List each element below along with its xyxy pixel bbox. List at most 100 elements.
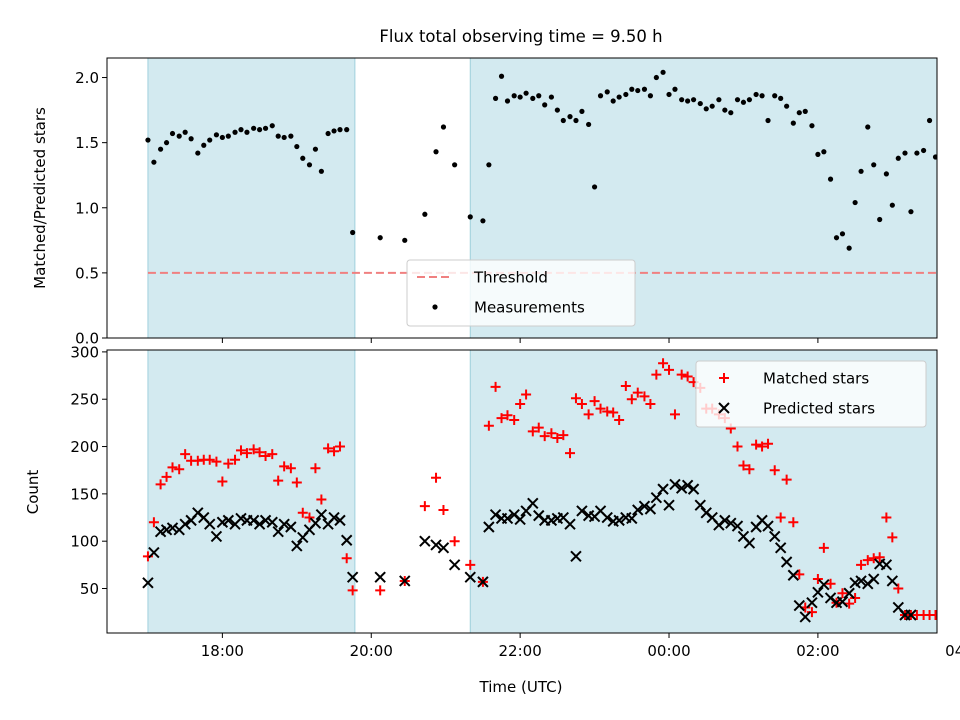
predicted-star-point — [626, 512, 638, 525]
matched-star-point — [527, 426, 538, 437]
matched-star-point — [614, 415, 625, 426]
y-tick-label: 150 — [70, 485, 99, 503]
predicted-star-point — [601, 511, 613, 524]
predicted-star-point — [346, 571, 359, 583]
legend-box — [406, 259, 636, 327]
measurement-point — [852, 199, 858, 206]
predicted-star-point — [687, 483, 700, 495]
matched-star-point — [211, 456, 222, 467]
matched-star-point — [254, 447, 265, 458]
measurement-point — [932, 154, 937, 160]
measurement-point — [492, 95, 499, 101]
matched-star-point — [267, 449, 278, 460]
measurement-point — [337, 127, 343, 133]
matched-star-point — [558, 430, 569, 441]
matched-star-point — [204, 454, 215, 465]
predicted-star-point — [285, 521, 297, 533]
measurement-point — [480, 218, 486, 224]
matched-star-point — [949, 610, 959, 620]
measurement-point — [225, 133, 231, 139]
predicted-star-point — [780, 556, 793, 568]
plot-frame — [106, 349, 938, 634]
predicted-star-point — [477, 576, 489, 588]
measurement-point — [219, 134, 225, 141]
matched-star-point — [763, 438, 774, 449]
measurement-point — [623, 91, 629, 98]
matched-star-point — [431, 472, 442, 483]
matched-star-point — [862, 555, 873, 566]
measurement-point — [169, 130, 176, 137]
measurement-point — [877, 216, 883, 223]
predicted-star-point — [464, 571, 476, 583]
matched-star-point — [248, 444, 259, 455]
measurement-point — [504, 98, 511, 104]
predicted-star-point — [437, 542, 450, 554]
matched-star-point — [794, 569, 805, 580]
measurement-point — [257, 127, 263, 133]
measurement-point — [188, 136, 194, 142]
matched-star-point — [465, 559, 476, 570]
matched-star-point — [316, 494, 327, 505]
measurement-point — [653, 74, 659, 81]
measurement-point — [672, 86, 678, 92]
predicted-star-point — [799, 611, 811, 623]
predicted-star-point — [564, 518, 576, 530]
matched-star-point — [310, 463, 321, 474]
measurement-point — [294, 143, 300, 150]
predicted-star-point — [501, 512, 514, 525]
matched-star-point — [155, 479, 166, 490]
measurement-point — [765, 117, 771, 124]
measurement-point — [567, 114, 573, 120]
predicted-star-point — [430, 539, 442, 551]
y-tick-label: 1.0 — [75, 199, 99, 217]
predicted-star-point — [576, 505, 588, 517]
measurement-point — [281, 134, 287, 141]
x-tick-label: 18:00 — [201, 642, 244, 660]
measurement-point — [858, 168, 864, 174]
measurement-point — [523, 90, 529, 96]
matched-star-point — [943, 610, 953, 620]
matched-star-point — [260, 451, 271, 462]
matched-star-point — [419, 501, 430, 512]
measurement-point — [377, 235, 383, 241]
matched-star-point — [496, 413, 507, 424]
matched-star-point — [347, 585, 358, 596]
measurement-point — [554, 107, 560, 113]
measurement-point — [641, 86, 648, 92]
x-tick-label: 04:00 — [945, 642, 960, 660]
predicted-star-point — [222, 514, 235, 527]
measurement-point — [790, 120, 796, 126]
matched-star-point — [781, 474, 792, 485]
measurement-point — [690, 97, 697, 103]
measurement-point — [778, 95, 784, 101]
matched-star-point — [148, 517, 159, 528]
measurement-point — [579, 108, 585, 114]
measurement-point — [604, 89, 610, 95]
matched-star-point — [341, 553, 352, 564]
measurement-point — [647, 93, 654, 99]
predicted-star-point — [210, 530, 223, 543]
matched-star-point — [565, 448, 576, 459]
measurement-point — [722, 107, 728, 113]
measurement-point — [908, 209, 914, 215]
predicted-star-point — [638, 500, 651, 512]
predicted-star-point — [769, 530, 781, 543]
matched-star-point — [645, 398, 656, 409]
measurement-point — [772, 93, 778, 99]
matched-star-point — [438, 504, 449, 515]
predicted-star-point — [489, 508, 502, 521]
predicted-star-point — [309, 517, 322, 529]
matched-star-point — [874, 552, 885, 563]
measurement-point — [802, 108, 808, 114]
measurement-point — [821, 149, 827, 155]
predicted-star-point — [843, 587, 855, 599]
x-tick-label: 02:00 — [796, 642, 839, 660]
matched-star-point — [844, 598, 855, 609]
measurement-point — [660, 69, 666, 75]
legend-label: Predicted stars — [763, 400, 875, 418]
x-tick-label: 20:00 — [350, 642, 393, 660]
measurement-point — [833, 235, 840, 241]
predicted-star-point — [419, 535, 431, 547]
measurement-point — [467, 214, 473, 220]
measurement-point — [616, 94, 622, 100]
